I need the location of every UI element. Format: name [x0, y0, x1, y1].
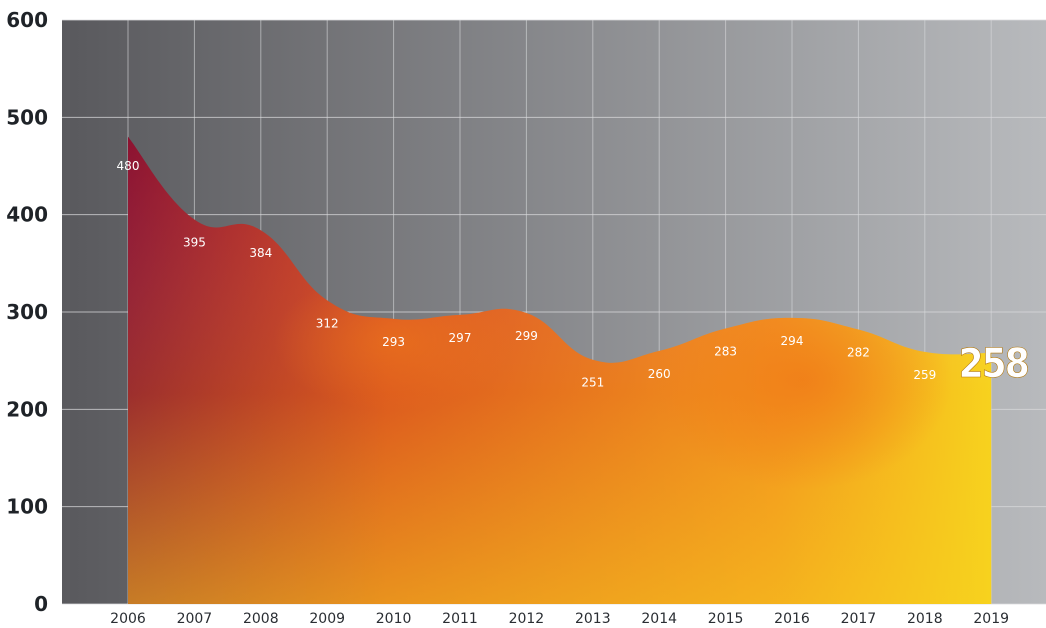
x-tick-label: 2015 — [708, 611, 744, 627]
x-tick-label: 2009 — [309, 611, 345, 627]
y-tick-label: 300 — [6, 300, 48, 324]
data-label: 395 — [183, 236, 206, 250]
x-tick-label: 2014 — [641, 611, 677, 627]
x-tick-label: 2013 — [575, 611, 611, 627]
x-tick-label: 2007 — [177, 611, 213, 627]
data-label: 384 — [249, 246, 272, 260]
data-label: 312 — [316, 316, 339, 330]
data-label: 259 — [913, 368, 936, 382]
data-label: 283 — [714, 345, 737, 359]
y-axis-ticks: 0 100 200 300 400 500 600 — [6, 8, 48, 616]
data-label: 480 — [117, 159, 140, 173]
y-tick-label: 400 — [6, 203, 48, 227]
x-tick-label: 2016 — [774, 611, 810, 627]
x-tick-label: 2006 — [110, 611, 146, 627]
data-label: 251 — [581, 376, 604, 390]
y-tick-label: 600 — [6, 8, 48, 32]
y-tick-label: 200 — [6, 397, 48, 421]
x-tick-label: 2011 — [442, 611, 478, 627]
y-tick-label: 500 — [6, 105, 48, 129]
x-tick-label: 2017 — [841, 611, 877, 627]
y-tick-label: 0 — [34, 592, 48, 616]
x-tick-label: 2019 — [973, 611, 1009, 627]
data-label: 260 — [648, 367, 671, 381]
data-label: 293 — [382, 335, 405, 349]
data-label: 297 — [449, 331, 472, 345]
data-label: 282 — [847, 346, 870, 360]
y-tick-label: 100 — [6, 495, 48, 519]
highlight-value-label: 258 — [959, 341, 1028, 387]
x-tick-label: 2008 — [243, 611, 279, 627]
x-tick-label: 2012 — [509, 611, 545, 627]
data-label: 299 — [515, 329, 538, 343]
data-label: 294 — [781, 334, 804, 348]
x-tick-label: 2018 — [907, 611, 943, 627]
data-labels: 480 395 384 312 293 297 299 251 260 283 294 282 259 2… — [117, 159, 1031, 390]
x-axis-ticks: 2006 2007 2008 2009 2010 2011 2012 2013 2014 2015… — [110, 611, 1009, 627]
x-tick-label: 2010 — [376, 611, 412, 627]
